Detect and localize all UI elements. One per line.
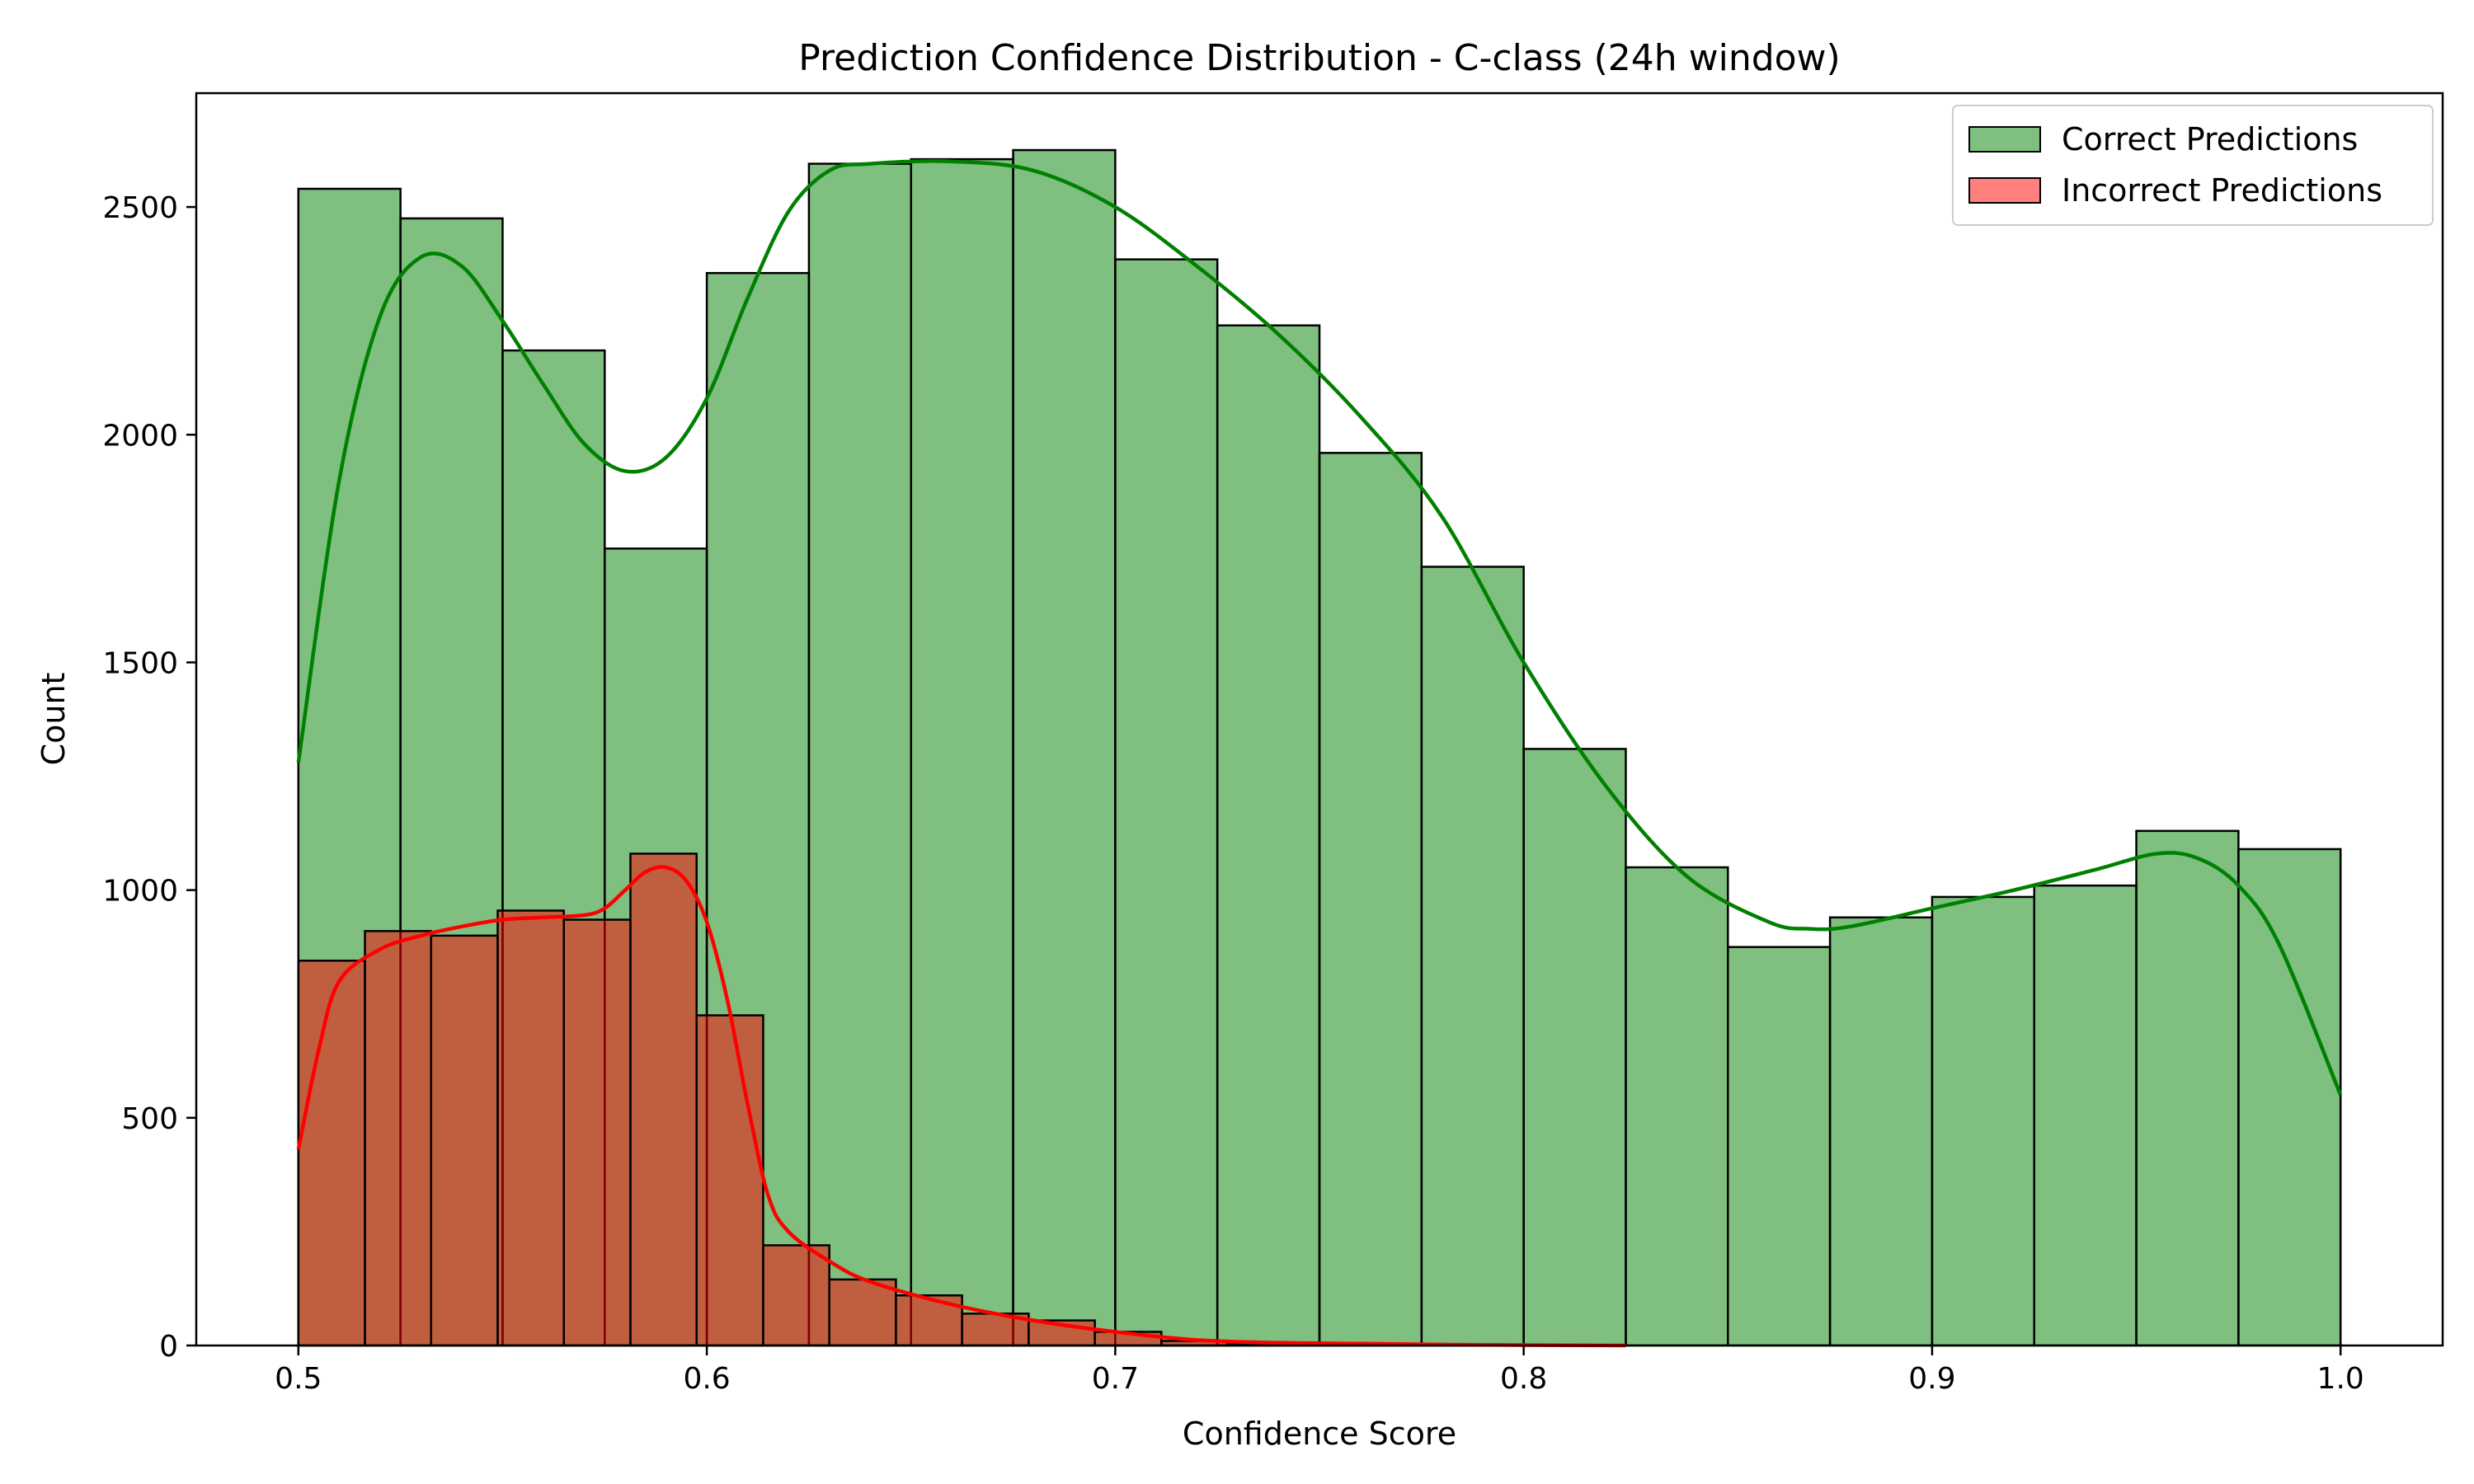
bar-incorrect-5 — [629, 852, 698, 1347]
bar-correct-11 — [1420, 566, 1525, 1347]
legend-swatch-correct — [1968, 126, 2041, 153]
kde-lines — [296, 159, 2343, 1348]
y-tick-label-2: 1000 — [102, 875, 178, 909]
bar-correct-6 — [910, 157, 1014, 1347]
bar-correct-8 — [1114, 258, 1219, 1347]
bar-incorrect-3 — [496, 909, 565, 1347]
kde-line-correct — [296, 159, 2343, 1097]
x-tick-label-4: 0.9 — [1908, 1362, 1955, 1396]
bar-correct-10 — [1318, 452, 1423, 1347]
y-tick-label-4: 2000 — [102, 419, 178, 453]
chart-title: Prediction Confidence Distribution - C-c… — [798, 37, 1840, 79]
x-axis: 0.5 0.6 0.7 0.8 0.9 1.0 — [275, 1345, 2364, 1396]
legend: Correct Predictions Incorrect Prediction… — [1952, 105, 2434, 226]
bar-correct-15 — [1828, 916, 1934, 1347]
bar-correct-7 — [1012, 148, 1117, 1347]
bar-correct-16 — [1931, 895, 2035, 1347]
bar-incorrect-2 — [430, 934, 499, 1347]
kde-line-incorrect — [296, 865, 1626, 1348]
y-axis: 0 500 1000 1500 2000 2500 — [102, 191, 196, 1364]
bar-correct-5 — [807, 162, 912, 1347]
x-tick-label-3: 0.8 — [1500, 1362, 1547, 1396]
bar-correct-18 — [2135, 829, 2240, 1347]
bar-incorrect-8 — [828, 1278, 897, 1347]
legend-frame — [1952, 105, 2434, 226]
bar-incorrect-4 — [562, 918, 632, 1347]
bar-correct-14 — [1727, 946, 1832, 1347]
plot-frame — [195, 92, 2444, 1347]
bar-correct-17 — [2033, 884, 2138, 1347]
y-tick-label-5: 2500 — [102, 191, 178, 225]
legend-label-correct: Correct Predictions — [2062, 121, 2358, 157]
y-tick-label-3: 1500 — [102, 646, 178, 680]
bar-incorrect-1 — [364, 930, 433, 1347]
bar-correct-19 — [2237, 848, 2342, 1347]
bar-incorrect-6 — [695, 1014, 764, 1347]
bar-correct-12 — [1522, 748, 1627, 1347]
y-tick-label-1: 500 — [121, 1102, 178, 1136]
y-axis-label: Count — [35, 673, 72, 766]
x-tick-label-2: 0.7 — [1092, 1362, 1139, 1396]
bar-correct-9 — [1216, 324, 1321, 1347]
x-axis-label: Confidence Score — [1183, 1416, 1456, 1452]
x-tick-label-1: 0.6 — [683, 1362, 730, 1396]
bar-incorrect-0 — [297, 960, 366, 1347]
legend-label-incorrect: Incorrect Predictions — [2062, 172, 2382, 209]
y-tick-label-0: 0 — [159, 1330, 178, 1364]
bar-incorrect-7 — [762, 1244, 830, 1347]
x-tick-label-5: 1.0 — [2317, 1362, 2364, 1396]
bar-correct-13 — [1625, 866, 1729, 1347]
legend-swatch-incorrect — [1968, 177, 2041, 204]
x-tick-label-0: 0.5 — [275, 1362, 322, 1396]
